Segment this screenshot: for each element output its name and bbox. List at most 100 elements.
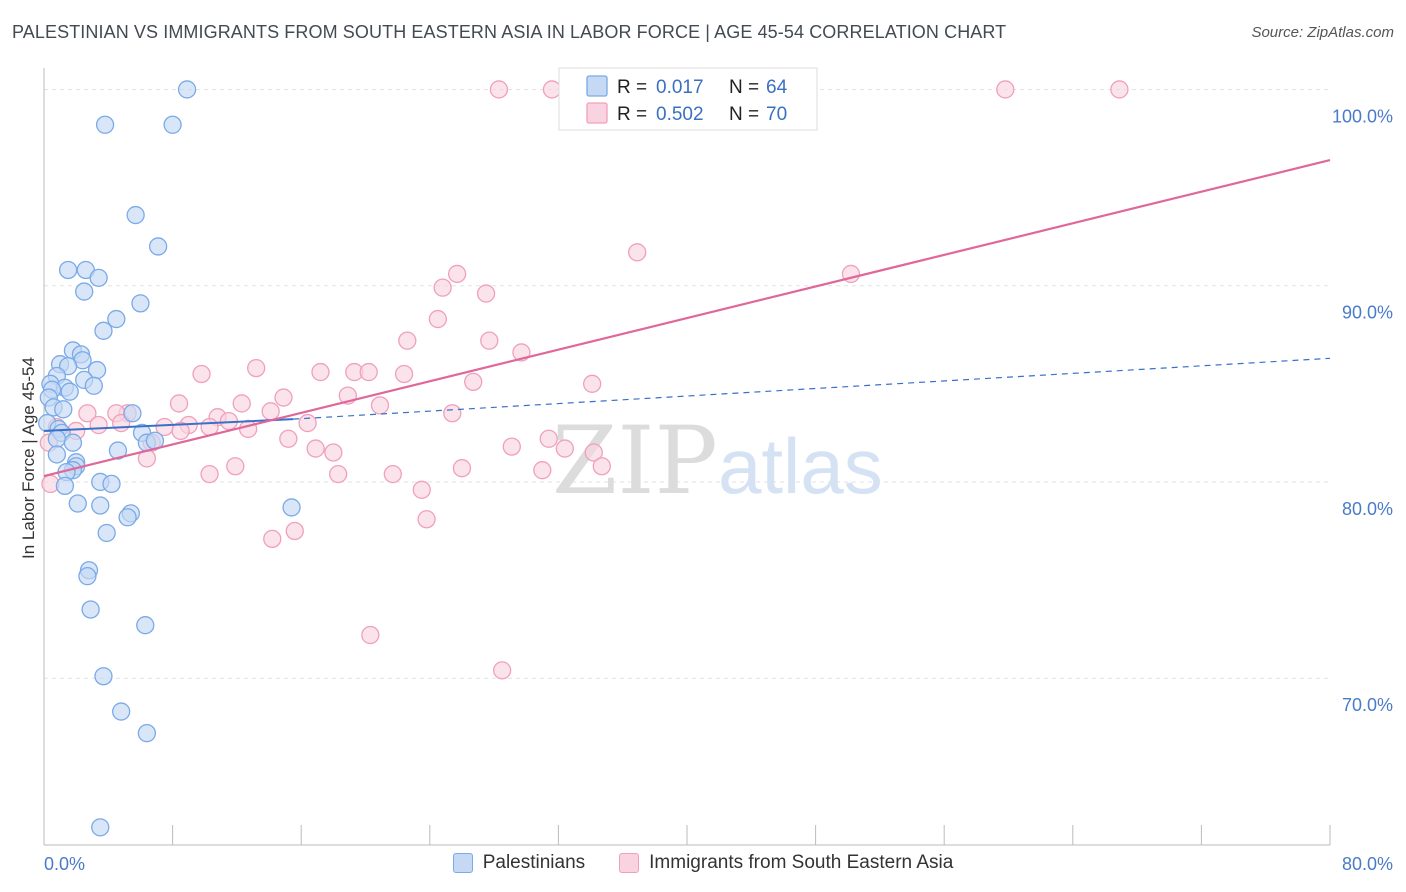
point-palestinians [94, 321, 113, 340]
point-palestinians [81, 600, 100, 619]
point-palestinians [123, 404, 142, 423]
point-immigrants [476, 284, 496, 303]
tick-labels: 70.0% 80.0% 90.0% 100.0% 0.0% 80.0% [44, 106, 1393, 874]
stats-legend-n-value: 70 [766, 104, 787, 125]
point-palestinians [75, 282, 94, 301]
point-immigrants [226, 457, 245, 476]
point-palestinians [282, 498, 301, 517]
stats-legend-r-label: R = [617, 104, 647, 125]
trend-line-palestinians [43, 418, 294, 432]
point-immigrants [464, 372, 483, 392]
point-immigrants [996, 80, 1015, 99]
trend-lines [43, 159, 1331, 478]
point-palestinians [107, 309, 126, 329]
point-immigrants [298, 413, 317, 433]
point-immigrants [239, 419, 258, 439]
point-palestinians [63, 433, 83, 452]
point-palestinians [47, 429, 67, 448]
point-immigrants [452, 459, 472, 478]
stats-legend-n-label: N = [729, 77, 759, 98]
y-tick-label: 70.0% [1342, 695, 1393, 715]
point-palestinians [108, 441, 128, 460]
point-immigrants [433, 278, 452, 297]
stats-legend-n-label: N = [729, 104, 759, 125]
point-palestinians [78, 566, 97, 586]
trend-line-immigrants [43, 159, 1331, 478]
point-immigrants [192, 364, 211, 384]
point-palestinians [94, 667, 113, 686]
legend-swatch-pink [619, 853, 640, 873]
point-palestinians [91, 496, 110, 515]
chart-title: PALESTINIAN VS IMMIGRANTS FROM SOUTH EAS… [12, 22, 1007, 42]
stats-legend-r-value: 0.502 [656, 104, 704, 125]
stats-legend-n-value: 64 [766, 77, 788, 98]
point-palestinians [54, 400, 73, 419]
point-palestinians [89, 268, 108, 287]
stats-legend-r-value: 0.017 [656, 77, 704, 98]
point-immigrants [383, 464, 402, 484]
point-immigrants [447, 264, 467, 284]
point-palestinians [47, 445, 67, 464]
point-immigrants [628, 243, 647, 262]
point-immigrants [247, 358, 266, 378]
point-immigrants [398, 331, 417, 350]
y-tick-label: 80.0% [1342, 499, 1393, 519]
point-immigrants [370, 396, 390, 415]
source-label: Source: ZipAtlas.com [1251, 24, 1394, 41]
point-palestinians [102, 474, 121, 494]
point-immigrants [359, 362, 378, 382]
point-immigrants [263, 529, 282, 548]
watermark-atlas: atlas [718, 422, 883, 510]
point-immigrants [169, 394, 189, 413]
point-palestinians [148, 237, 168, 256]
stats-legend: R = 0.017 N = 64 R = 0.502 N = 70 [558, 67, 818, 131]
point-palestinians [163, 115, 182, 134]
point-immigrants [555, 439, 574, 458]
point-immigrants [279, 429, 298, 448]
point-immigrants [261, 402, 280, 421]
point-palestinians [95, 115, 115, 134]
blue-series [38, 80, 301, 837]
point-immigrants [78, 404, 97, 423]
point-immigrants [533, 461, 552, 480]
point-immigrants [428, 309, 447, 329]
legend-swatch-blue [452, 853, 473, 873]
point-immigrants [443, 404, 462, 423]
watermark: ZIP atlas [552, 407, 883, 516]
stats-legend-swatch [586, 75, 608, 97]
legend-item-immigrants: Immigrants from South Eastern Asia [619, 852, 953, 874]
point-palestinians [118, 508, 137, 527]
point-immigrants [480, 331, 499, 350]
point-immigrants [1110, 80, 1129, 99]
y-axis-label: In Labor Force | Age 45-54 [19, 357, 38, 559]
point-immigrants [306, 439, 325, 458]
point-immigrants [324, 443, 343, 462]
point-immigrants [89, 415, 108, 435]
stats-legend-swatch [586, 102, 608, 124]
point-palestinians [58, 260, 78, 280]
point-palestinians [68, 494, 87, 513]
point-palestinians [60, 382, 79, 401]
point-palestinians [177, 80, 197, 99]
point-immigrants [539, 429, 558, 448]
point-palestinians [126, 205, 145, 225]
point-palestinians [84, 376, 103, 395]
watermark-zip: ZIP [552, 407, 718, 516]
point-immigrants [274, 388, 293, 407]
stats-legend-r-label: R = [617, 77, 647, 98]
point-palestinians [55, 476, 75, 496]
point-immigrants [200, 464, 219, 484]
legend-label-immigrants: Immigrants from South Eastern Asia [649, 852, 954, 873]
bottom-legend: Palestinians Immigrants from South Easte… [0, 852, 1406, 874]
point-immigrants [417, 510, 436, 529]
point-immigrants [492, 661, 512, 680]
point-palestinians [131, 294, 150, 313]
point-palestinians [112, 702, 131, 721]
point-immigrants [285, 521, 304, 541]
pink-series [39, 80, 1129, 680]
point-palestinians [91, 818, 110, 837]
point-immigrants [542, 80, 562, 99]
point-palestinians [136, 616, 155, 635]
point-immigrants [583, 374, 602, 393]
